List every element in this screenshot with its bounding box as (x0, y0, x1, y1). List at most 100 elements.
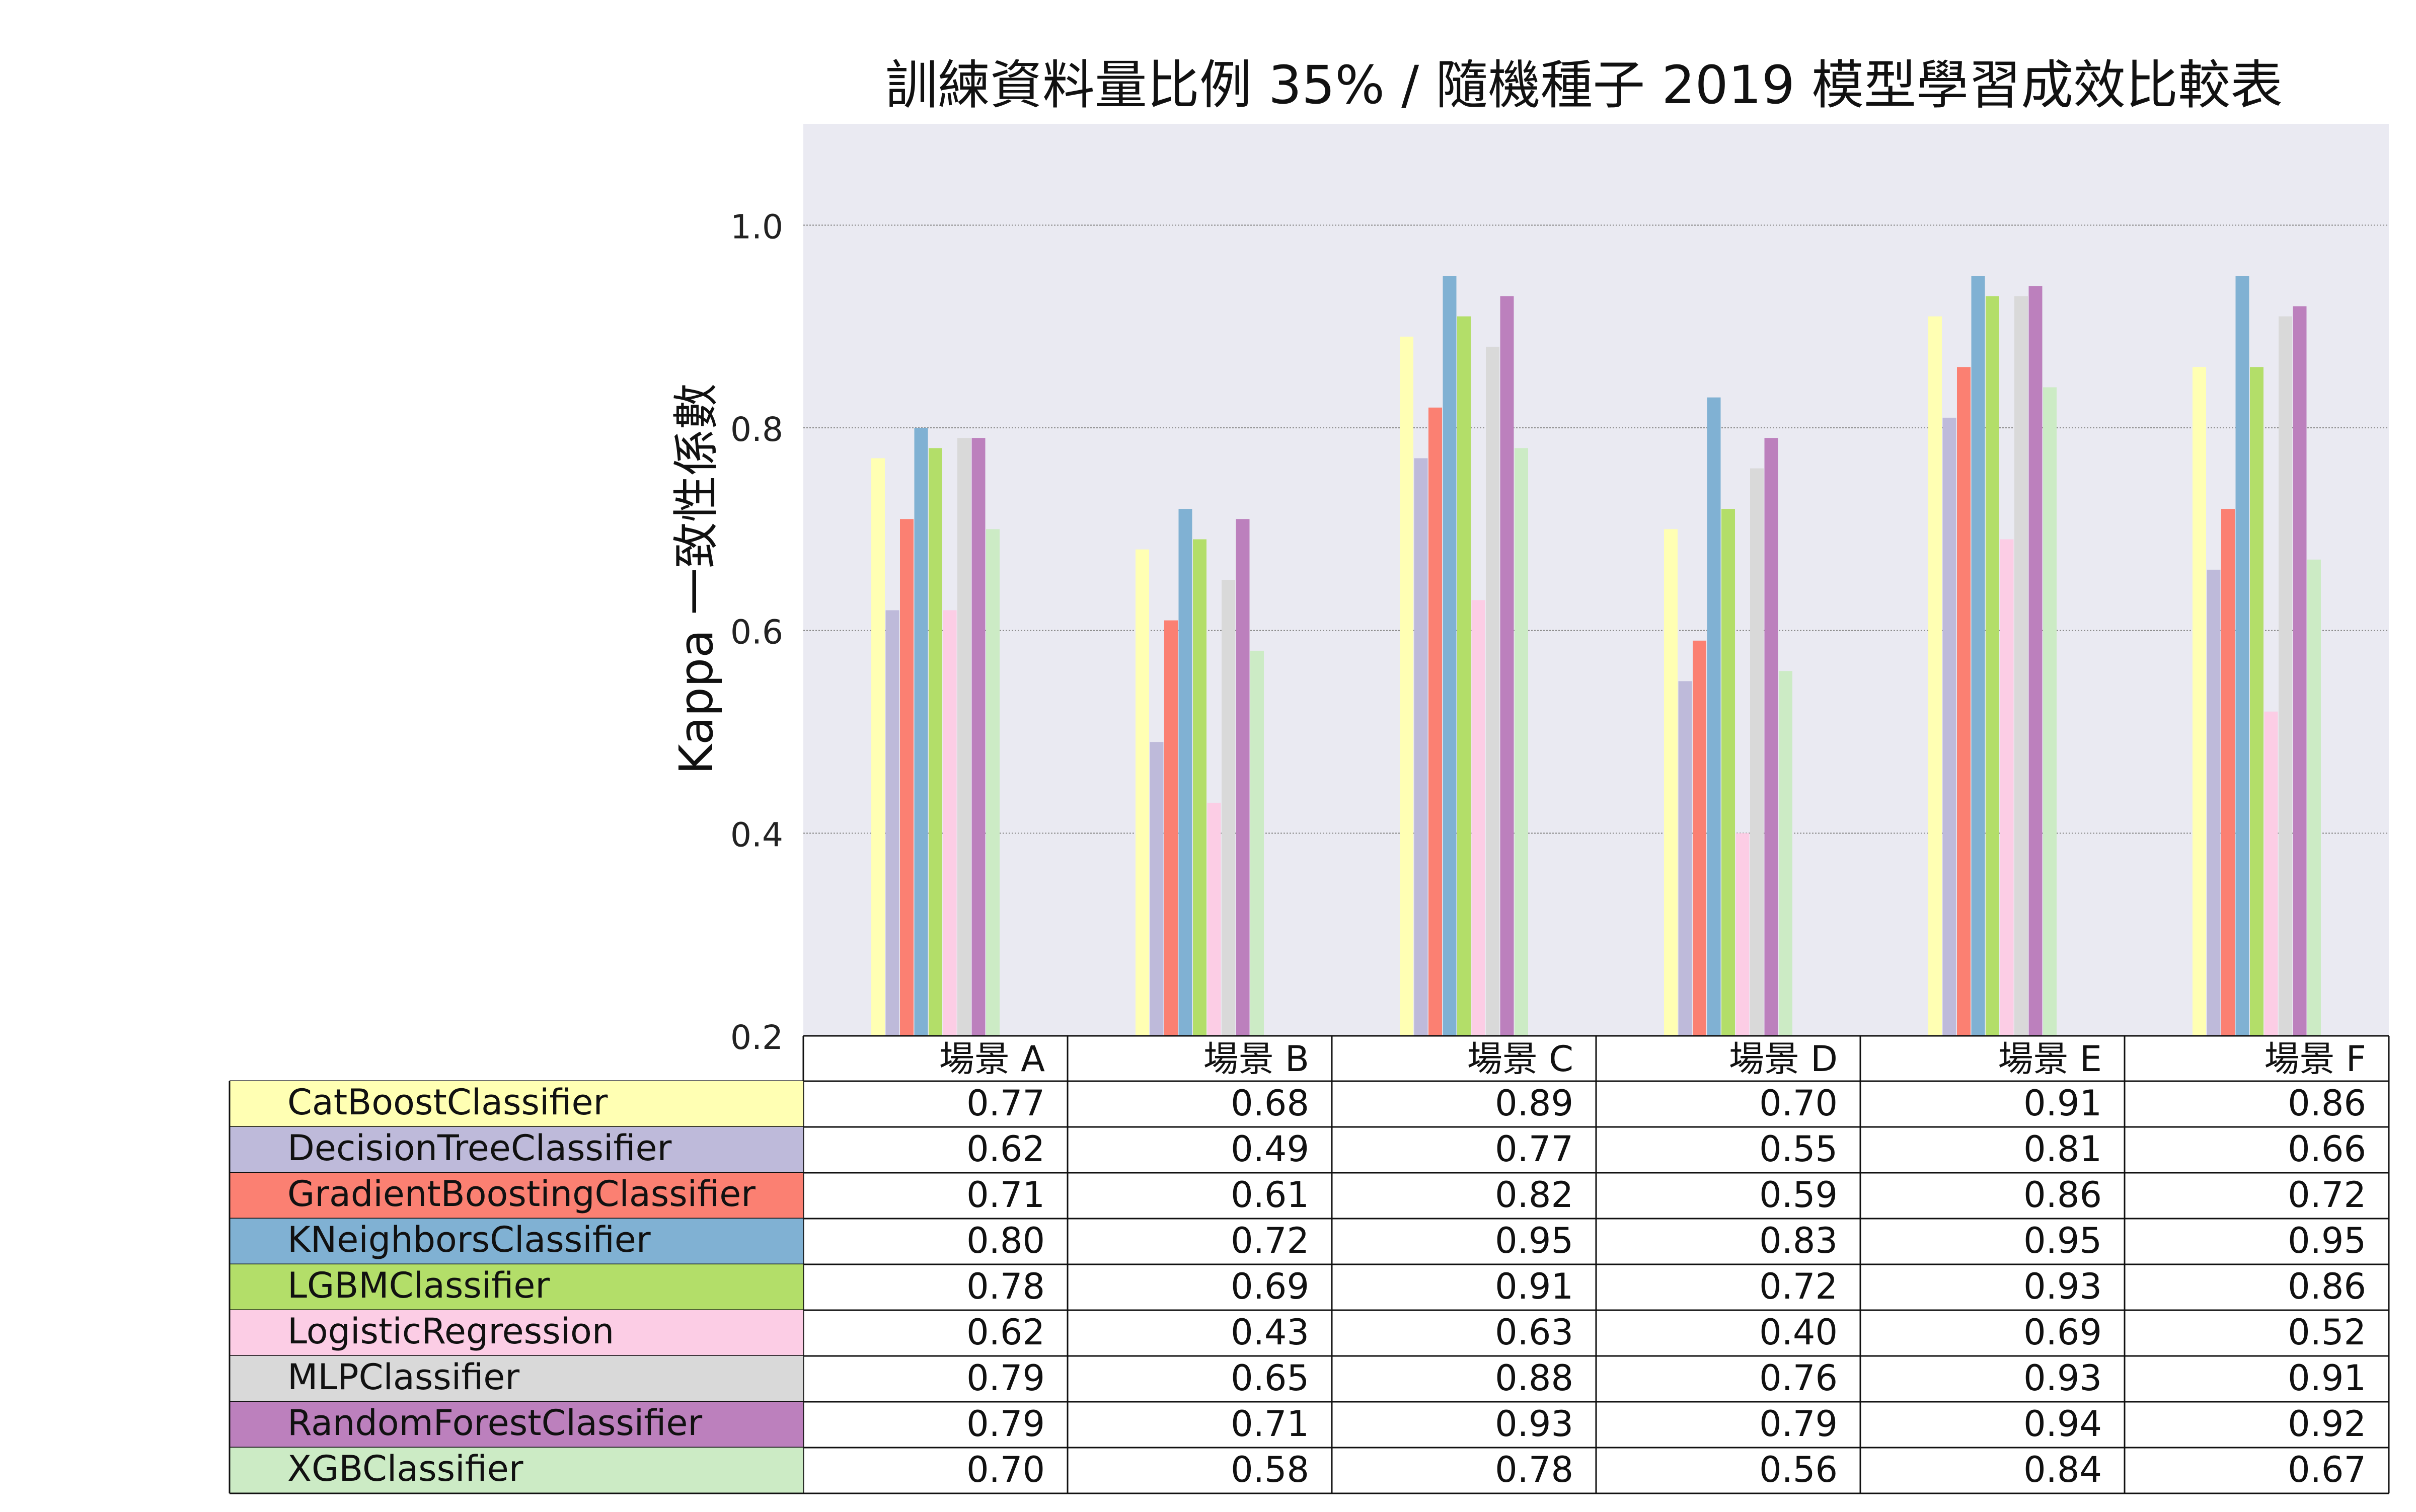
bar (2028, 286, 2043, 1036)
table-cell-value: 0.95 (2023, 1220, 2102, 1261)
y-tick-label: 0.6 (730, 613, 783, 652)
table-cell-value: 0.65 (1231, 1357, 1309, 1399)
table-cell-value: 0.58 (1231, 1449, 1309, 1490)
bar (1515, 448, 1528, 1036)
table-cell-value: 0.71 (966, 1174, 1045, 1216)
bar (2043, 387, 2057, 1036)
bar (1942, 417, 1956, 1036)
bar (914, 428, 928, 1036)
legend-label: LogisticRegression (287, 1311, 614, 1352)
table-cell-value: 0.83 (1759, 1220, 1838, 1261)
table-cell-value: 0.72 (1231, 1220, 1309, 1261)
legend-label: DecisionTreeClassifier (287, 1127, 672, 1169)
legend-label: CatBoostClassifier (287, 1082, 608, 1123)
bar (957, 438, 971, 1036)
bar (1664, 529, 1678, 1036)
legend-label: MLPClassifier (287, 1356, 519, 1398)
table-cell-value: 0.88 (1495, 1357, 1573, 1399)
bar (1957, 367, 1971, 1036)
bar (2307, 559, 2321, 1036)
legend-label: GradientBoostingClassifier (287, 1173, 756, 1215)
table-cell-value: 0.71 (1231, 1403, 1309, 1445)
bar (2279, 316, 2292, 1036)
legend-swatch (230, 1264, 803, 1310)
bar (943, 610, 957, 1036)
table-cell-value: 0.84 (2023, 1449, 2102, 1490)
bar (2000, 539, 2014, 1036)
legend-swatch (230, 1448, 803, 1493)
table-cell-value: 0.82 (1495, 1174, 1573, 1216)
table-cell-value: 0.55 (1759, 1128, 1838, 1170)
table-cell-value: 0.91 (2288, 1357, 2366, 1399)
bar (2207, 569, 2221, 1036)
table-cell-value: 0.91 (2023, 1083, 2102, 1124)
table-cell-value: 0.62 (966, 1312, 1045, 1353)
bar (1222, 580, 1235, 1036)
bar (1443, 276, 1457, 1036)
table-cell-value: 0.56 (1759, 1449, 1838, 1490)
legend-swatch (230, 1081, 803, 1127)
legend-swatch (230, 1356, 803, 1402)
table-cell-value: 0.79 (1759, 1403, 1838, 1445)
bar (1735, 833, 1750, 1036)
bar (1164, 620, 1178, 1036)
y-tick-label: 1.0 (730, 207, 783, 246)
bar (2235, 276, 2249, 1036)
table-cell-value: 0.72 (2288, 1174, 2366, 1216)
bar (1707, 397, 1721, 1036)
table-cell-value: 0.86 (2288, 1266, 2366, 1307)
bar (2293, 306, 2307, 1036)
category-label: 場景 E (1998, 1038, 2102, 1080)
table-cell-value: 0.63 (1495, 1312, 1573, 1353)
table-cell-value: 0.93 (1495, 1403, 1573, 1445)
bar (1207, 802, 1221, 1036)
bar (2193, 367, 2206, 1036)
bar (1986, 296, 1999, 1036)
table-cell-value: 0.91 (1495, 1266, 1573, 1307)
table-cell-value: 0.80 (966, 1220, 1045, 1261)
bar (1779, 671, 1792, 1036)
bar (1236, 519, 1250, 1036)
chart-title: 訓練資料量比例 35% / 隨機種子 2019 模型學習成效比較表 (885, 54, 2283, 116)
legend-swatch (230, 1219, 803, 1264)
table-cell-value: 0.95 (2288, 1220, 2366, 1261)
bar (1678, 681, 1692, 1036)
bar (2014, 296, 2028, 1036)
bar (1178, 509, 1192, 1036)
table-cell-value: 0.78 (966, 1266, 1045, 1307)
bar (2221, 509, 2235, 1036)
table-cell-value: 0.86 (2288, 1083, 2366, 1124)
bar (1136, 549, 1149, 1036)
table-cell-value: 0.70 (1759, 1083, 1838, 1124)
category-label: 場景 C (1467, 1038, 1573, 1080)
table-cell-value: 0.69 (2023, 1312, 2102, 1353)
plot-area: 0.2 0.4 0.6 0.8 1.0 (730, 124, 2389, 1057)
table-cell-value: 0.68 (1231, 1083, 1309, 1124)
table-cell-value: 0.76 (1759, 1357, 1838, 1399)
bar (900, 519, 914, 1036)
bar (2264, 711, 2278, 1036)
table-cell-value: 0.40 (1759, 1312, 1838, 1353)
category-label: 場景 B (1203, 1038, 1309, 1080)
table-cell-value: 0.59 (1759, 1174, 1838, 1216)
bar (1721, 509, 1735, 1036)
table-cell-value: 0.94 (2023, 1403, 2102, 1445)
y-tick-label: 0.4 (730, 815, 783, 854)
table-cell-value: 0.95 (1495, 1220, 1573, 1261)
table-cell-value: 0.66 (2288, 1128, 2366, 1170)
bar (1428, 407, 1442, 1036)
bar (1500, 296, 1514, 1036)
legend-swatch (230, 1127, 803, 1173)
table-cell-value: 0.93 (2023, 1357, 2102, 1399)
table-cell-value: 0.72 (1759, 1266, 1838, 1307)
table-cell-value: 0.61 (1231, 1174, 1309, 1216)
bar (971, 438, 986, 1036)
bar (1486, 346, 1499, 1036)
bar (1928, 316, 1942, 1036)
data-table: 場景 A 場景 B 場景 C 場景 D 場景 E 場景 F CatBoostClassifi… (229, 1035, 2390, 1494)
y-axis-label: Kappa 一致性係數 (669, 383, 723, 775)
legend-label: XGBClassifier (287, 1448, 523, 1489)
bar (1471, 600, 1485, 1036)
